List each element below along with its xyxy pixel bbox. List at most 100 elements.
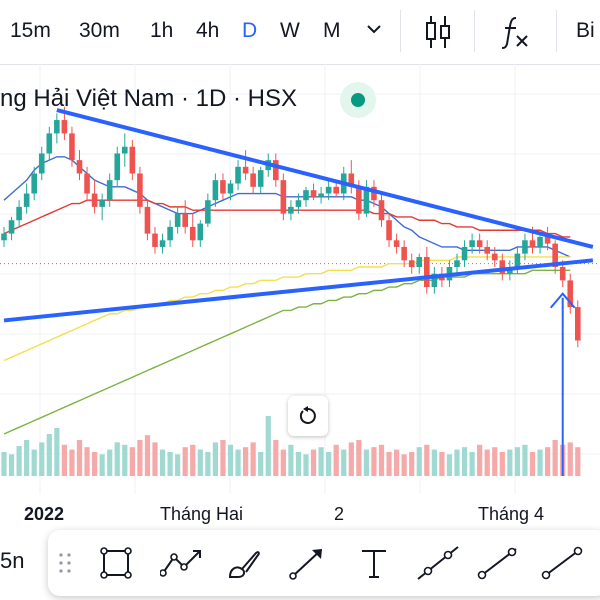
candle-body bbox=[8, 220, 15, 234]
candle-body bbox=[288, 206, 294, 214]
volume-bar bbox=[175, 454, 181, 476]
candle-body bbox=[212, 180, 219, 201]
volume-bar bbox=[1, 452, 7, 476]
candle-body bbox=[408, 260, 415, 267]
volume-bar bbox=[92, 452, 98, 476]
volume-bar bbox=[39, 442, 45, 476]
candle-body bbox=[303, 190, 309, 201]
interval-4h[interactable]: 4h bbox=[196, 19, 220, 42]
trend-line-icon[interactable] bbox=[416, 545, 460, 581]
candle-body bbox=[522, 240, 528, 254]
volume-bar bbox=[122, 444, 128, 476]
candle-body bbox=[484, 246, 490, 254]
arrow-icon[interactable] bbox=[288, 545, 328, 581]
volume-bar bbox=[477, 444, 483, 476]
candle-body bbox=[23, 193, 30, 207]
time-tick: Tháng Hai bbox=[160, 504, 244, 524]
candle-body bbox=[386, 220, 392, 241]
interval-w[interactable]: W bbox=[280, 19, 300, 42]
volume-bar bbox=[469, 452, 475, 476]
candle-body bbox=[76, 160, 83, 174]
volume-bar bbox=[159, 449, 166, 476]
time-axis: 2022 Tháng Hai 2 Tháng 4 bbox=[0, 500, 600, 530]
market-status bbox=[340, 82, 376, 118]
candle-body bbox=[38, 153, 45, 174]
volume-bar bbox=[545, 447, 551, 476]
candle-body bbox=[295, 200, 302, 207]
volume-bar bbox=[16, 446, 22, 476]
volume-bar bbox=[205, 452, 211, 476]
partial-interval-chip[interactable]: 5n bbox=[0, 548, 25, 573]
interval-m[interactable]: M bbox=[323, 19, 341, 42]
brush-icon[interactable] bbox=[226, 545, 266, 581]
grip-icon[interactable] bbox=[58, 552, 72, 574]
candle-body bbox=[99, 200, 105, 207]
volume-bar bbox=[363, 449, 369, 476]
candle-body bbox=[280, 180, 287, 214]
chart-pane[interactable] bbox=[0, 64, 600, 504]
candle-body bbox=[469, 240, 475, 247]
candle-body bbox=[491, 253, 498, 261]
volume-bar bbox=[182, 447, 188, 476]
candle-body bbox=[220, 180, 226, 194]
candle-body bbox=[461, 246, 468, 261]
volume-bar bbox=[461, 447, 468, 476]
interval-30m[interactable]: 30m bbox=[79, 19, 120, 42]
ray-icon[interactable] bbox=[476, 545, 520, 581]
volume-bar bbox=[514, 447, 520, 476]
volume-bar bbox=[280, 449, 286, 476]
volume-bar bbox=[575, 447, 581, 476]
candle-body bbox=[106, 180, 113, 201]
symbol-legend[interactable]: ng Hải Việt Nam · 1D · HSX bbox=[0, 85, 297, 112]
candle-body bbox=[537, 236, 543, 247]
candle-body bbox=[250, 173, 256, 187]
volume-bar bbox=[99, 454, 105, 476]
candle-body bbox=[114, 153, 121, 181]
moving-average-line bbox=[3, 199, 571, 238]
volume-bar bbox=[8, 454, 15, 476]
volume-bar bbox=[507, 449, 513, 476]
volume-bar bbox=[378, 444, 385, 476]
volume-bar bbox=[348, 442, 354, 476]
interval-d[interactable]: D bbox=[242, 19, 258, 42]
volume-bar bbox=[424, 444, 430, 476]
candle-body bbox=[273, 160, 279, 181]
candle-body bbox=[559, 267, 566, 281]
volume-bar bbox=[416, 447, 422, 476]
rectangle-icon[interactable] bbox=[98, 545, 134, 581]
volume-bar bbox=[235, 449, 241, 476]
volume-bar bbox=[24, 440, 30, 476]
candle-body bbox=[363, 186, 370, 214]
volume-bar bbox=[265, 416, 271, 476]
candle-body bbox=[152, 233, 158, 247]
candle-body bbox=[416, 256, 423, 267]
indicators-fx-icon[interactable] bbox=[500, 14, 530, 50]
candle-body bbox=[189, 226, 196, 241]
toolbar-divider bbox=[474, 10, 475, 52]
candle-body bbox=[31, 173, 37, 194]
price-chart[interactable] bbox=[0, 64, 600, 504]
time-tick: Tháng 4 bbox=[478, 504, 545, 524]
candle-body bbox=[167, 226, 173, 241]
volume-bar bbox=[446, 454, 453, 476]
candle-body bbox=[205, 200, 211, 224]
partial-toolbar-label[interactable]: Bi bbox=[576, 19, 595, 42]
volume-bar bbox=[212, 442, 218, 476]
volume-bar bbox=[552, 440, 558, 476]
candle-body bbox=[529, 240, 536, 247]
toolbar-divider bbox=[556, 10, 557, 52]
reset-chart-button[interactable] bbox=[288, 396, 328, 436]
market-open-dot bbox=[351, 93, 365, 107]
candle-body bbox=[401, 246, 407, 261]
volume-bar bbox=[167, 452, 173, 476]
path-icon[interactable] bbox=[160, 545, 204, 581]
segment-icon[interactable] bbox=[540, 545, 584, 581]
text-icon[interactable] bbox=[356, 545, 392, 581]
candlestick-icon[interactable] bbox=[424, 14, 452, 50]
candle-body bbox=[69, 133, 75, 161]
interval-15m[interactable]: 15m bbox=[10, 19, 51, 42]
chevron-down-icon[interactable] bbox=[366, 23, 382, 35]
interval-1h[interactable]: 1h bbox=[150, 19, 174, 42]
candle-body bbox=[552, 243, 558, 267]
volume-bar bbox=[310, 449, 317, 476]
